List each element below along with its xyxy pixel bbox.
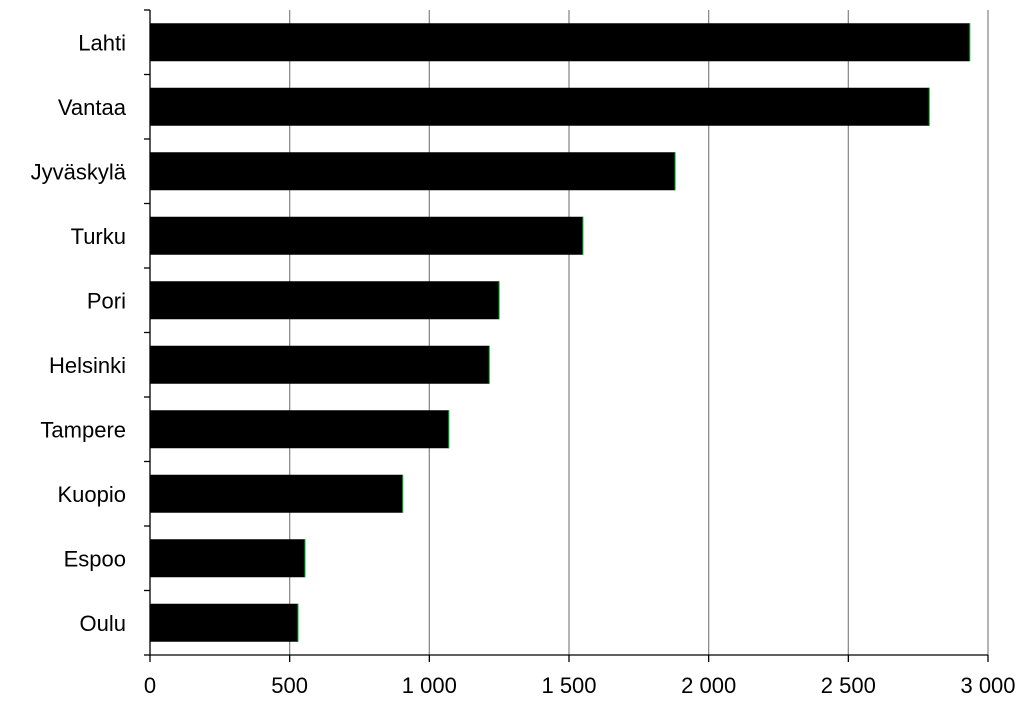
x-tick-labels: 0 500 1 000 1 500 2 000 2 500 3 000 [144, 673, 1016, 698]
x-tick-marks [149, 655, 989, 662]
bar-oulu [150, 603, 299, 642]
category-label-lahti: Lahti [78, 30, 126, 55]
y-tick-marks [144, 9, 150, 656]
bars [150, 23, 971, 642]
category-label-pori: Pori [87, 288, 126, 313]
bar-helsinki [150, 345, 490, 384]
bar-espoo [150, 539, 306, 578]
category-label-turku: Turku [71, 224, 126, 249]
category-label-jyväskylä: Jyväskylä [31, 159, 127, 184]
category-labels: Lahti Vantaa Jyväskylä Turku Pori Helsinki Tam… [31, 30, 127, 636]
bar-kuopio [150, 474, 403, 513]
bar-lahti [150, 23, 970, 62]
bar-jyväskylä [150, 152, 676, 191]
bar-tampere [150, 410, 449, 449]
bar-vantaa [150, 87, 930, 126]
category-label-oulu: Oulu [80, 611, 126, 636]
bar-turku [150, 216, 583, 255]
category-label-tampere: Tampere [40, 417, 126, 442]
x-tick-label-3: 1 500 [541, 673, 596, 698]
x-tick-label-1: 500 [271, 673, 308, 698]
category-label-helsinki: Helsinki [49, 353, 126, 378]
x-tick-label-5: 2 500 [821, 673, 876, 698]
bar-pori [150, 281, 500, 320]
category-label-espoo: Espoo [64, 546, 126, 571]
x-tick-label-4: 2 000 [681, 673, 736, 698]
x-tick-label-2: 1 000 [402, 673, 457, 698]
category-label-kuopio: Kuopio [57, 482, 126, 507]
x-tick-label-0: 0 [144, 673, 156, 698]
x-tick-label-6: 3 000 [960, 673, 1015, 698]
category-label-vantaa: Vantaa [58, 95, 127, 120]
